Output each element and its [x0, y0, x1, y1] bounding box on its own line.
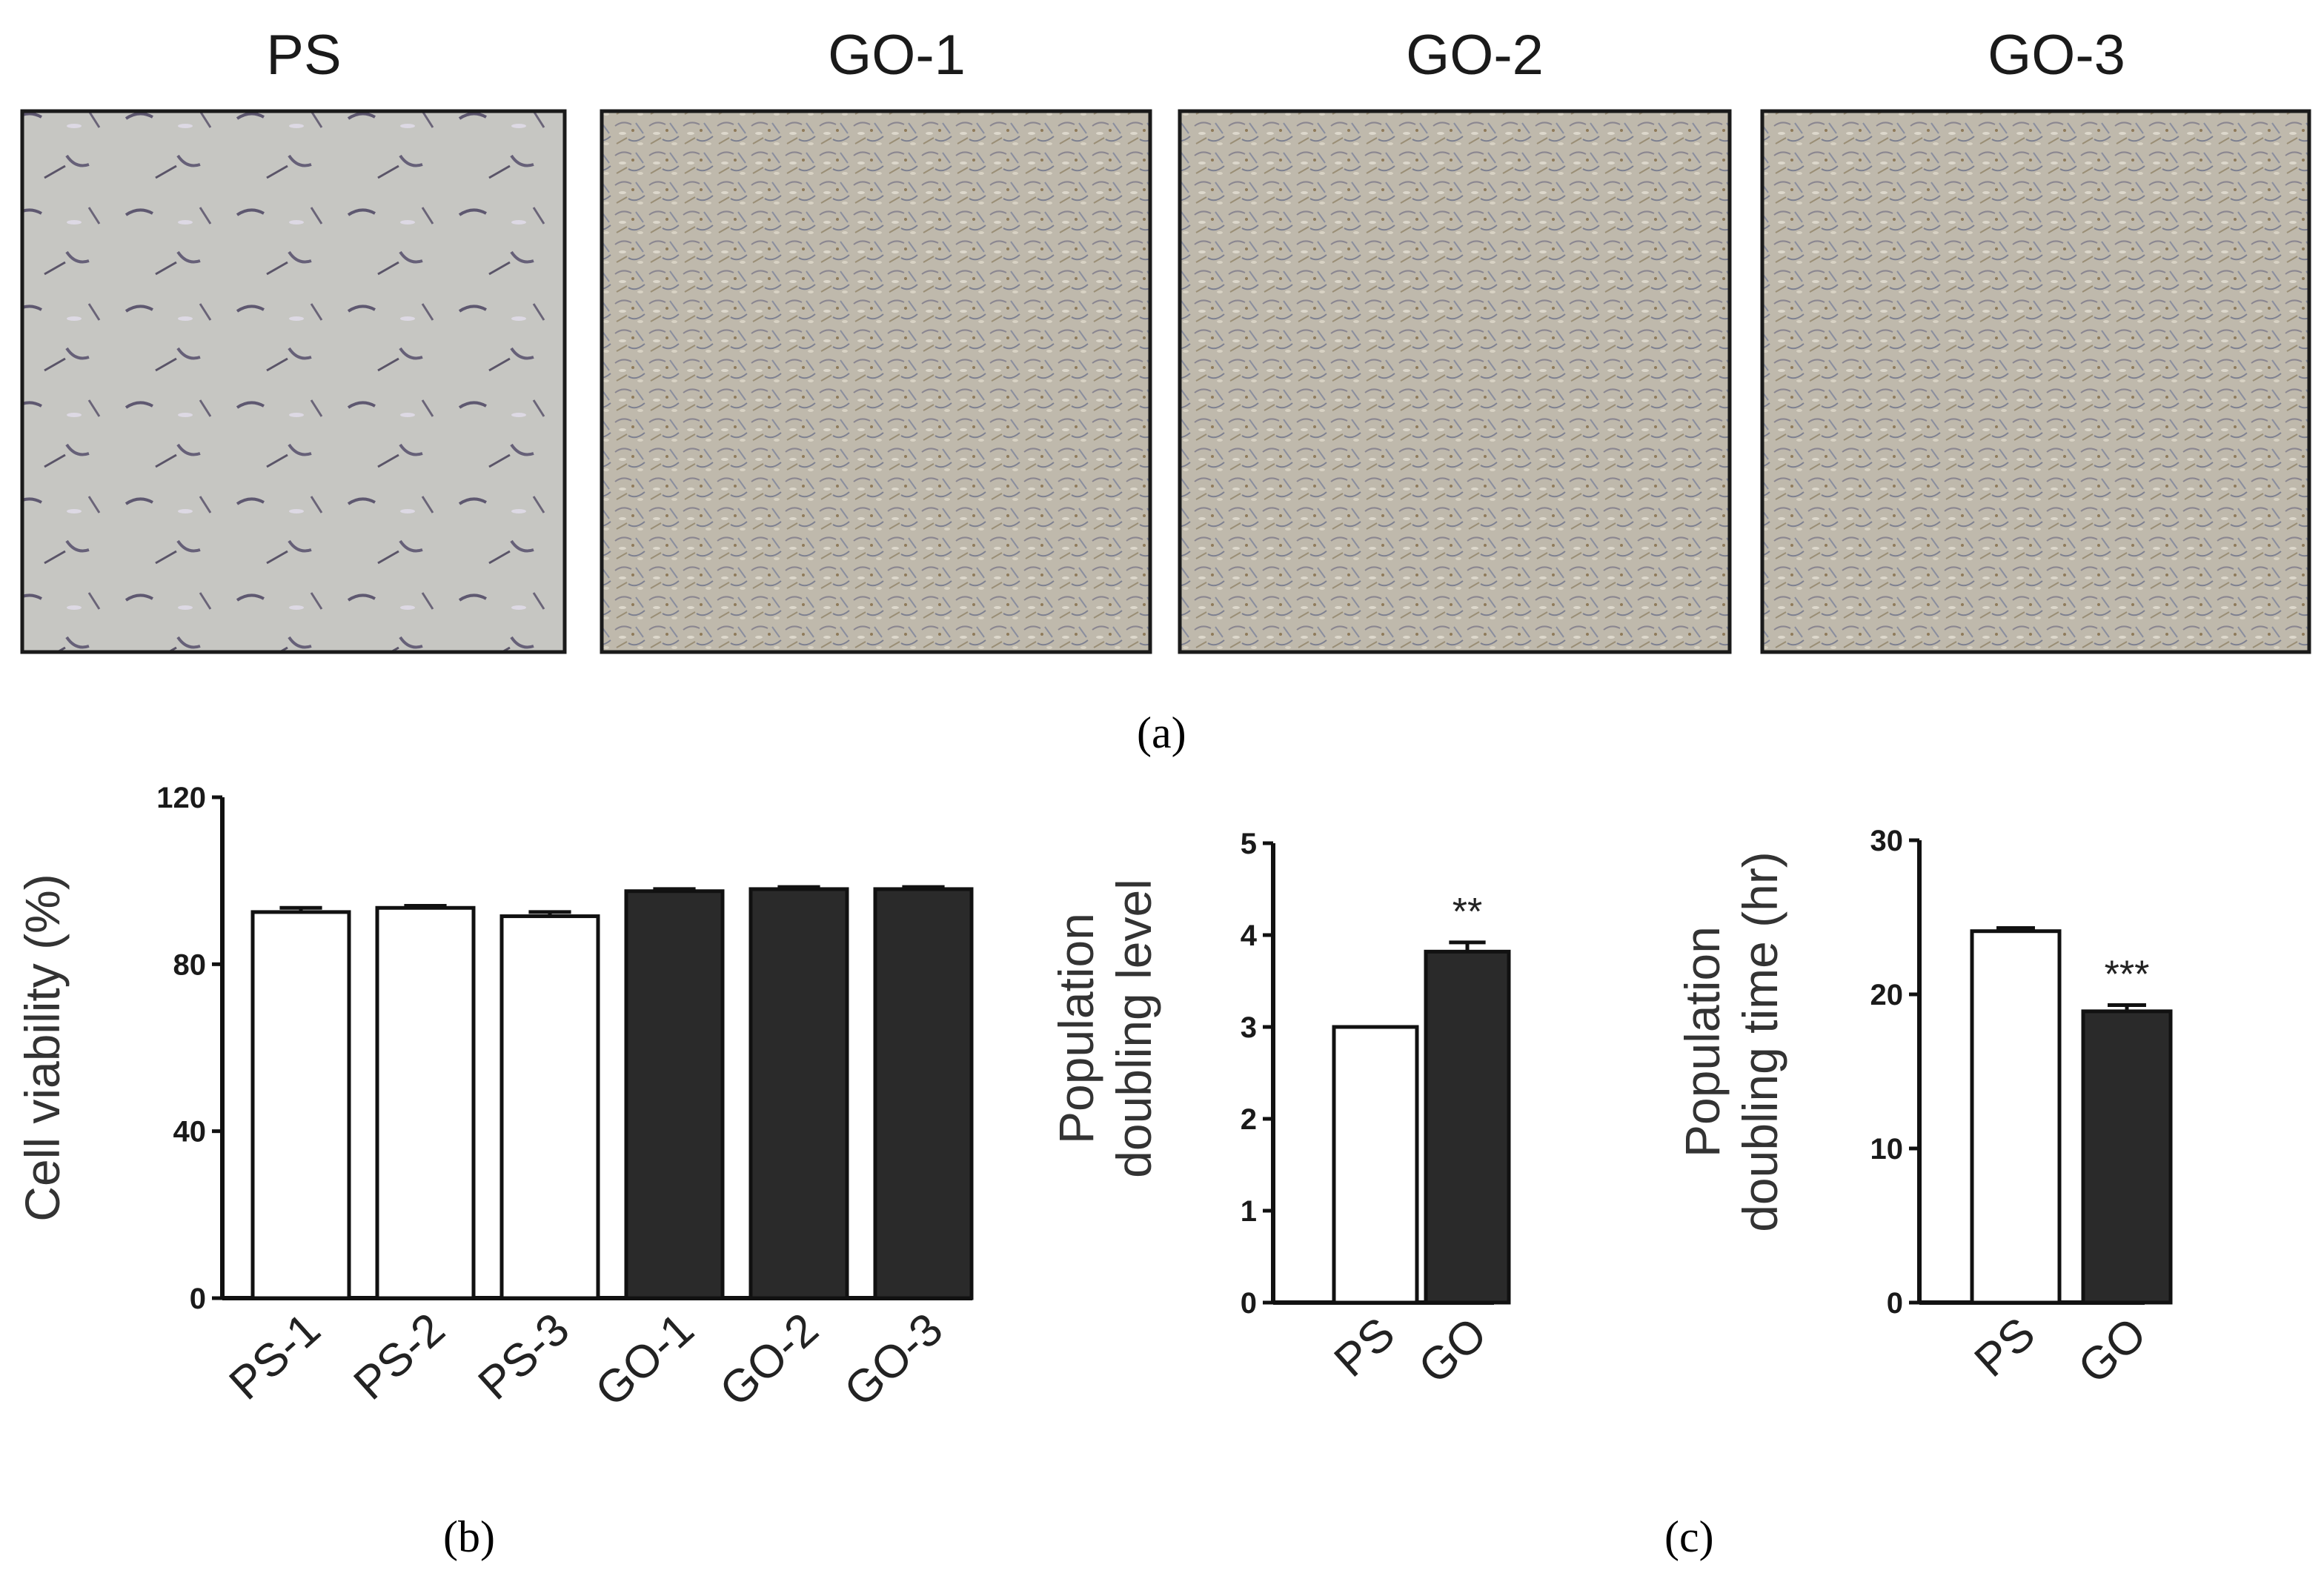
- micrograph-title-ps: PS: [266, 24, 341, 87]
- y-tick-label: 80: [173, 948, 207, 981]
- x-tick-label: PS-2: [345, 1303, 455, 1410]
- x-tick-label: PS: [1325, 1308, 1405, 1387]
- bar-ps-1: [250, 910, 351, 1300]
- bar-go-1: [624, 889, 725, 1300]
- micrograph-title-go2: GO-2: [1406, 24, 1544, 87]
- y-tick-label: 20: [1870, 979, 1904, 1011]
- x-tick-label: GO-2: [711, 1303, 829, 1417]
- y-tick-label: 10: [1870, 1133, 1904, 1166]
- y-tick-label: 4: [1241, 920, 1258, 952]
- x-tick-label: GO-3: [835, 1303, 953, 1417]
- x-tick-label: PS-3: [469, 1303, 580, 1410]
- micrograph-go1: [600, 109, 1152, 654]
- micrograph-go3: [1760, 109, 2311, 654]
- y-tick-label: 0: [190, 1283, 206, 1315]
- micrograph-ps: [20, 109, 567, 654]
- chart-doubling-time: 0 10 20 30 PS *** GO Population doubling time (h…: [1675, 825, 2173, 1394]
- micrograph-title-go3: GO-3: [1988, 24, 2125, 87]
- x-tick-label: GO-1: [586, 1303, 704, 1417]
- significance-label: ***: [2105, 954, 2150, 997]
- y-axis-label-line: Population: [1049, 913, 1103, 1144]
- x-tick-label: PS-1: [220, 1303, 331, 1410]
- x-tick-label: GO: [2069, 1308, 2157, 1394]
- y-tick-label: 0: [1241, 1287, 1257, 1320]
- y-tick-label: 120: [156, 782, 206, 814]
- bar-go: [2081, 1009, 2173, 1305]
- micrograph-go2: [1178, 109, 1732, 654]
- y-tick-label: 40: [173, 1116, 207, 1148]
- y-tick-label: 1: [1241, 1195, 1257, 1228]
- bar-go: [1424, 949, 1511, 1305]
- y-tick-label: 2: [1241, 1103, 1257, 1136]
- bar-ps-2: [375, 905, 476, 1300]
- y-axis-label-line: doubling time (hr): [1733, 851, 1787, 1232]
- panel-label-b: (b): [443, 1512, 495, 1561]
- bar-go-2: [748, 887, 849, 1300]
- significance-label: **: [1452, 891, 1482, 934]
- panel-label-c: (c): [1664, 1512, 1714, 1561]
- x-tick-label: GO: [1410, 1308, 1497, 1394]
- panel-label-a: (a): [1137, 708, 1186, 757]
- bar-ps-3: [499, 914, 600, 1300]
- y-tick-label: 0: [1887, 1287, 1903, 1320]
- chart-cell-viability: 0 40 80 120 PS-1 PS-2 PS-3 GO-1 GO-2 GO-3 Cell via…: [15, 782, 974, 1417]
- y-tick-label: 3: [1241, 1011, 1257, 1044]
- y-tick-label: 5: [1241, 828, 1257, 860]
- micrograph-title-go1: GO-1: [828, 24, 966, 87]
- chart-doubling-level: 0 1 2 3 4 5 PS ** GO Population doubling level: [1049, 828, 1511, 1394]
- x-tick-label: PS: [1965, 1308, 2045, 1387]
- bar-ps: [1970, 929, 2062, 1305]
- y-axis-label: Cell viability (%): [15, 874, 70, 1221]
- bar-ps: [1332, 1025, 1419, 1305]
- y-axis-label-line: Population: [1675, 926, 1730, 1157]
- y-tick-label: 30: [1870, 825, 1904, 857]
- bar-go-3: [873, 887, 974, 1300]
- y-axis-label-line: doubling level: [1106, 879, 1161, 1178]
